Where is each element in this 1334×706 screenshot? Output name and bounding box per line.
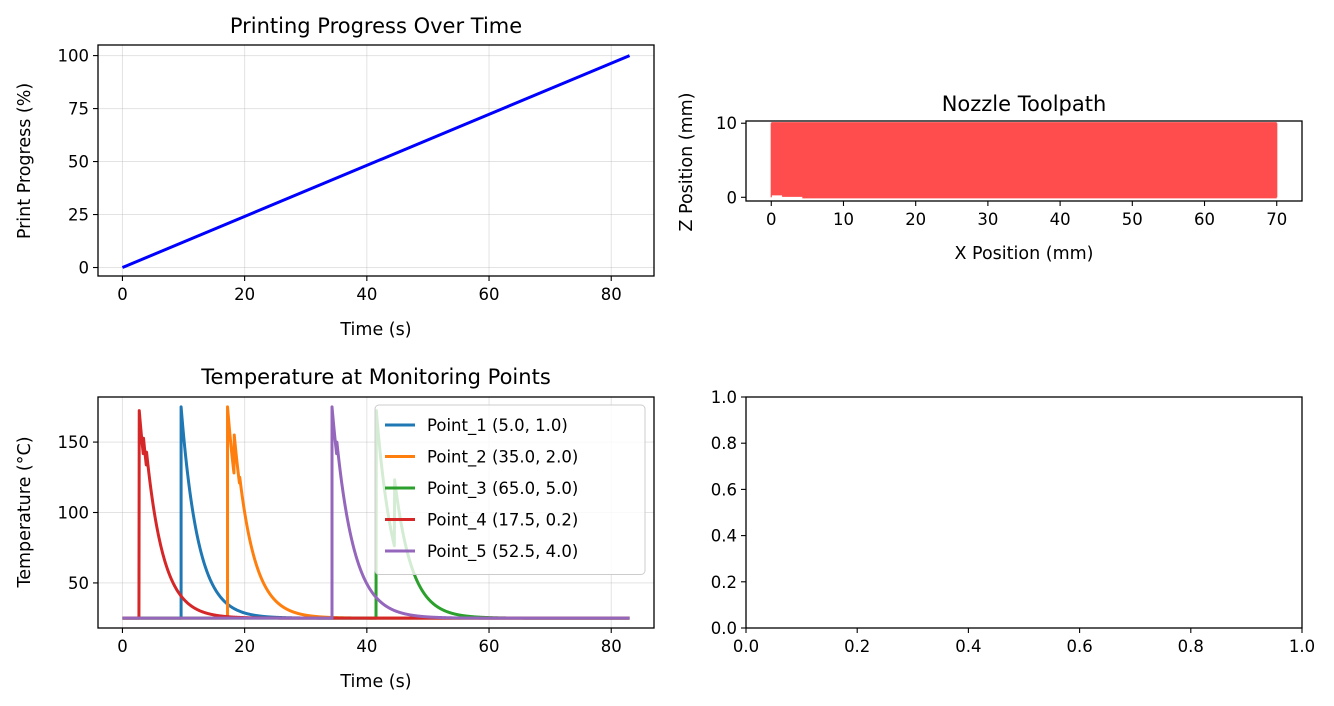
empty-ytick-label: 0.4 [711,527,737,546]
empty-xtick-label: 1.0 [1289,637,1315,656]
temperature-legend-box [374,404,646,575]
temperature-xtick-label: 0 [117,637,128,656]
temperature-chart-xlabel: Time (s) [339,672,411,692]
toolpath-xtick-label: 70 [1266,210,1287,229]
temperature-series-line [121,405,631,620]
progress-axes: 0 20 40 60 80 0 25 50 75 100 [58,45,654,304]
temperature-axes-frame [97,396,655,629]
progress-xtick-label: 60 [479,285,500,304]
temperature-legend-label: Point_2 (35.0, 2.0) [427,448,578,468]
temperature-chart-panel: Temperature at Monitoring Points Time (s… [15,365,551,692]
empty-xtick-label: 0.0 [733,637,759,656]
toolpath-xtick-label: 30 [977,210,998,229]
progress-ytick-label: 0 [79,259,90,278]
temperature-xtick-label: 40 [356,637,377,656]
empty-ytick-label: 0.6 [711,480,737,499]
temperature-chart-title: Temperature at Monitoring Points [200,365,551,389]
temperature-legend-label: Point_5 (52.5, 4.0) [427,542,578,562]
temperature-ytick-label: 100 [58,504,90,523]
empty-ytick-label: 0.0 [711,619,737,638]
progress-xtick-label: 20 [234,285,255,304]
toolpath-xtick-label: 50 [1122,210,1143,229]
progress-chart-xlabel: Time (s) [339,320,411,340]
temperature-chart-ylabel: Temperature (°C) [15,436,35,588]
progress-chart-title: Printing Progress Over Time [230,14,522,38]
progress-axes-frame [97,44,655,277]
toolpath-xtick-label: 10 [833,210,854,229]
temperature-xtick-label: 60 [479,637,500,656]
progress-ytick-label: 100 [58,47,90,66]
empty-xtick-label: 0.8 [1178,637,1204,656]
progress-chart-panel: Printing Progress Over Time Time (s) Pri… [15,14,522,340]
progress-ytick-label: 25 [68,206,89,225]
toolpath-xtick-label: 0 [766,210,777,229]
toolpath-xtick-label: 60 [1194,210,1215,229]
toolpath-chart-xlabel: X Position (mm) [954,244,1093,264]
toolpath-chart-ylabel: Z Position (mm) [677,92,697,231]
temperature-legend-label: Point_4 (17.5, 0.2) [427,511,578,531]
progress-ytick-label: 75 [68,100,89,119]
empty-ytick-label: 0.8 [711,434,737,453]
empty-ytick-label: 0.2 [711,573,737,592]
toolpath-axes-frame [745,120,1303,202]
empty-axes: 0.0 0.2 0.4 0.6 0.8 1.0 0.0 0.2 0.4 0.6 0.8 1.0 [711,388,1315,656]
empty-axes-frame [745,396,1303,629]
toolpath-ytick-label: 0 [727,188,738,207]
temperature-ytick-label: 150 [58,433,90,452]
toolpath-axes: 0 10 20 30 40 50 60 70 0 10 [716,114,1287,229]
toolpath-ytick-label: 10 [716,114,737,133]
progress-ytick-label: 50 [68,153,89,172]
toolpath-chart-panel: Nozzle Toolpath X Position (mm) Z Positi… [677,92,1106,264]
progress-xtick-label: 80 [601,285,622,304]
temperature-legend-label: Point_3 (65.0, 5.0) [427,479,578,499]
temperature-ytick-label: 50 [68,574,89,593]
temperature-legend-label: Point_1 (5.0, 1.0) [427,416,568,436]
empty-xtick-label: 0.6 [1066,637,1092,656]
progress-xtick-label: 0 [117,285,128,304]
toolpath-xtick-label: 20 [905,210,926,229]
temperature-xtick-label: 80 [601,637,622,656]
toolpath-series [770,122,1278,199]
progress-chart-ylabel: Print Progress (%) [15,83,35,239]
progress-xtick-label: 40 [356,285,377,304]
empty-xtick-label: 0.2 [844,637,870,656]
progress-series-line [121,54,631,269]
temperature-legend: Point_1 (5.0, 1.0) Point_2 (35.0, 2.0) Poi… [374,404,646,575]
empty-xtick-label: 0.4 [955,637,981,656]
empty-ytick-label: 1.0 [711,388,737,407]
temperature-xtick-label: 20 [234,637,255,656]
toolpath-xtick-label: 40 [1050,210,1071,229]
toolpath-chart-title: Nozzle Toolpath [942,92,1107,116]
